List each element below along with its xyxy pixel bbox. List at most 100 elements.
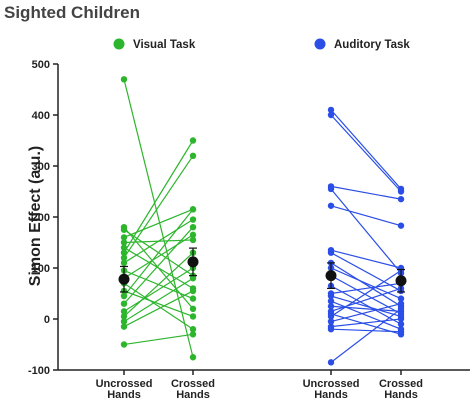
- point-uncrossed-visual: [120, 259, 128, 267]
- pair-line-visual: [123, 290, 194, 318]
- pair-line-auditory: [330, 205, 402, 227]
- pair-line-auditory: [330, 295, 402, 318]
- mean-point-crossed-visual: [187, 256, 199, 268]
- point-uncrossed-visual: [120, 292, 128, 300]
- point-uncrossed-auditory: [327, 326, 335, 333]
- point-crossed-auditory: [397, 300, 405, 307]
- pair-line-visual: [123, 219, 194, 264]
- point-uncrossed-visual: [120, 239, 128, 246]
- axes: -100 0 100 200 300 400 500: [28, 59, 470, 377]
- legend-label-visual: Visual Task: [133, 39, 196, 51]
- pair-line-auditory: [330, 249, 402, 269]
- x-cat-crossed-visual: Crossed Hands: [171, 378, 215, 401]
- pair-line-auditory: [330, 300, 402, 330]
- pair-line-auditory: [330, 114, 402, 192]
- pair-line-auditory: [330, 287, 402, 312]
- pair-line-auditory: [330, 188, 402, 274]
- point-uncrossed-visual: [120, 318, 128, 325]
- point-crossed-visual: [189, 206, 197, 213]
- pair-line-visual: [123, 247, 194, 289]
- point-uncrossed-auditory: [327, 303, 335, 310]
- point-crossed-auditory: [397, 222, 405, 229]
- point-uncrossed-auditory: [327, 185, 335, 193]
- pair-line-visual: [123, 277, 194, 323]
- y-tick-label: 200: [32, 212, 50, 224]
- point-uncrossed-auditory: [327, 292, 335, 300]
- pair-line-auditory: [330, 267, 402, 300]
- point-crossed-visual: [189, 287, 197, 295]
- point-crossed-visual: [189, 152, 197, 159]
- legend-label-auditory: Auditory Task: [334, 39, 410, 51]
- point-uncrossed-auditory: [327, 359, 335, 366]
- legend-marker-auditory: [314, 38, 326, 50]
- point-crossed-visual: [189, 295, 197, 302]
- y-tick-label: 300: [32, 161, 50, 173]
- point-uncrossed-visual: [120, 244, 128, 251]
- point-crossed-auditory: [397, 305, 405, 312]
- point-crossed-visual: [189, 331, 197, 338]
- x-axis-categories: Uncrossed Hands Crossed Hands Uncrossed Han…: [96, 378, 423, 401]
- point-uncrossed-visual: [120, 234, 128, 241]
- pair-line-auditory: [330, 303, 402, 323]
- pair-line-visual: [123, 267, 194, 312]
- pair-line-auditory: [330, 318, 402, 328]
- y-tick-label: 400: [32, 110, 50, 122]
- point-uncrossed-visual: [120, 341, 128, 348]
- point-uncrossed-auditory: [327, 313, 335, 320]
- point-crossed-auditory: [397, 320, 405, 328]
- pair-line-auditory: [330, 262, 402, 307]
- point-crossed-auditory: [397, 195, 405, 203]
- point-uncrossed-visual: [120, 308, 128, 315]
- pair-line-visual: [123, 208, 194, 238]
- point-uncrossed-visual: [120, 313, 128, 320]
- pair-line-visual: [123, 234, 194, 279]
- pair-line-auditory: [330, 185, 402, 200]
- pair-line-auditory: [330, 328, 402, 333]
- point-crossed-visual: [189, 231, 197, 239]
- pair-line-visual: [123, 140, 194, 254]
- mean-point-uncrossed-auditory: [325, 270, 337, 282]
- point-crossed-visual: [189, 216, 197, 223]
- point-uncrossed-visual: [120, 226, 128, 233]
- point-uncrossed-auditory: [327, 106, 335, 114]
- point-crossed-visual: [189, 224, 197, 231]
- point-crossed-visual: [189, 236, 197, 244]
- point-crossed-visual: [189, 326, 197, 333]
- y-tick-label: 100: [32, 263, 50, 275]
- point-uncrossed-auditory: [327, 318, 335, 325]
- mean-point-uncrossed-visual: [118, 273, 130, 285]
- y-tick-label: -100: [28, 365, 50, 377]
- chart-marks: [118, 76, 407, 366]
- pair-line-visual: [123, 252, 194, 317]
- pair-line-visual: [123, 290, 194, 328]
- y-tick-label: 0: [44, 314, 50, 326]
- point-crossed-visual: [189, 354, 197, 361]
- point-crossed-visual: [189, 305, 197, 312]
- pair-line-visual: [123, 79, 194, 358]
- x-cat-uncrossed-visual: Uncrossed Hands: [96, 378, 153, 401]
- point-uncrossed-visual: [120, 323, 128, 330]
- x-cat-crossed-auditory: Crossed Hands: [379, 378, 423, 401]
- point-crossed-auditory: [397, 328, 405, 335]
- mean-point-crossed-auditory: [395, 275, 407, 287]
- point-crossed-visual: [189, 313, 197, 320]
- pair-line-visual: [123, 333, 194, 346]
- chart-title: Sighted Children: [4, 3, 140, 22]
- legend: Visual Task Auditory Task: [113, 38, 410, 51]
- point-crossed-auditory: [397, 188, 405, 195]
- legend-marker-visual: [113, 38, 125, 50]
- point-uncrossed-auditory: [327, 249, 335, 256]
- point-crossed-auditory: [397, 315, 405, 323]
- pair-line-visual: [123, 155, 194, 259]
- pair-line-auditory: [330, 308, 402, 363]
- pair-line-auditory: [330, 275, 402, 315]
- point-uncrossed-visual: [120, 76, 128, 83]
- point-uncrossed-auditory: [327, 202, 335, 209]
- point-crossed-auditory: [397, 295, 405, 302]
- point-uncrossed-visual: [120, 254, 128, 261]
- point-crossed-visual: [189, 275, 197, 282]
- point-uncrossed-auditory: [327, 297, 335, 305]
- y-tick-label: 500: [32, 59, 50, 71]
- pair-line-visual: [123, 226, 194, 305]
